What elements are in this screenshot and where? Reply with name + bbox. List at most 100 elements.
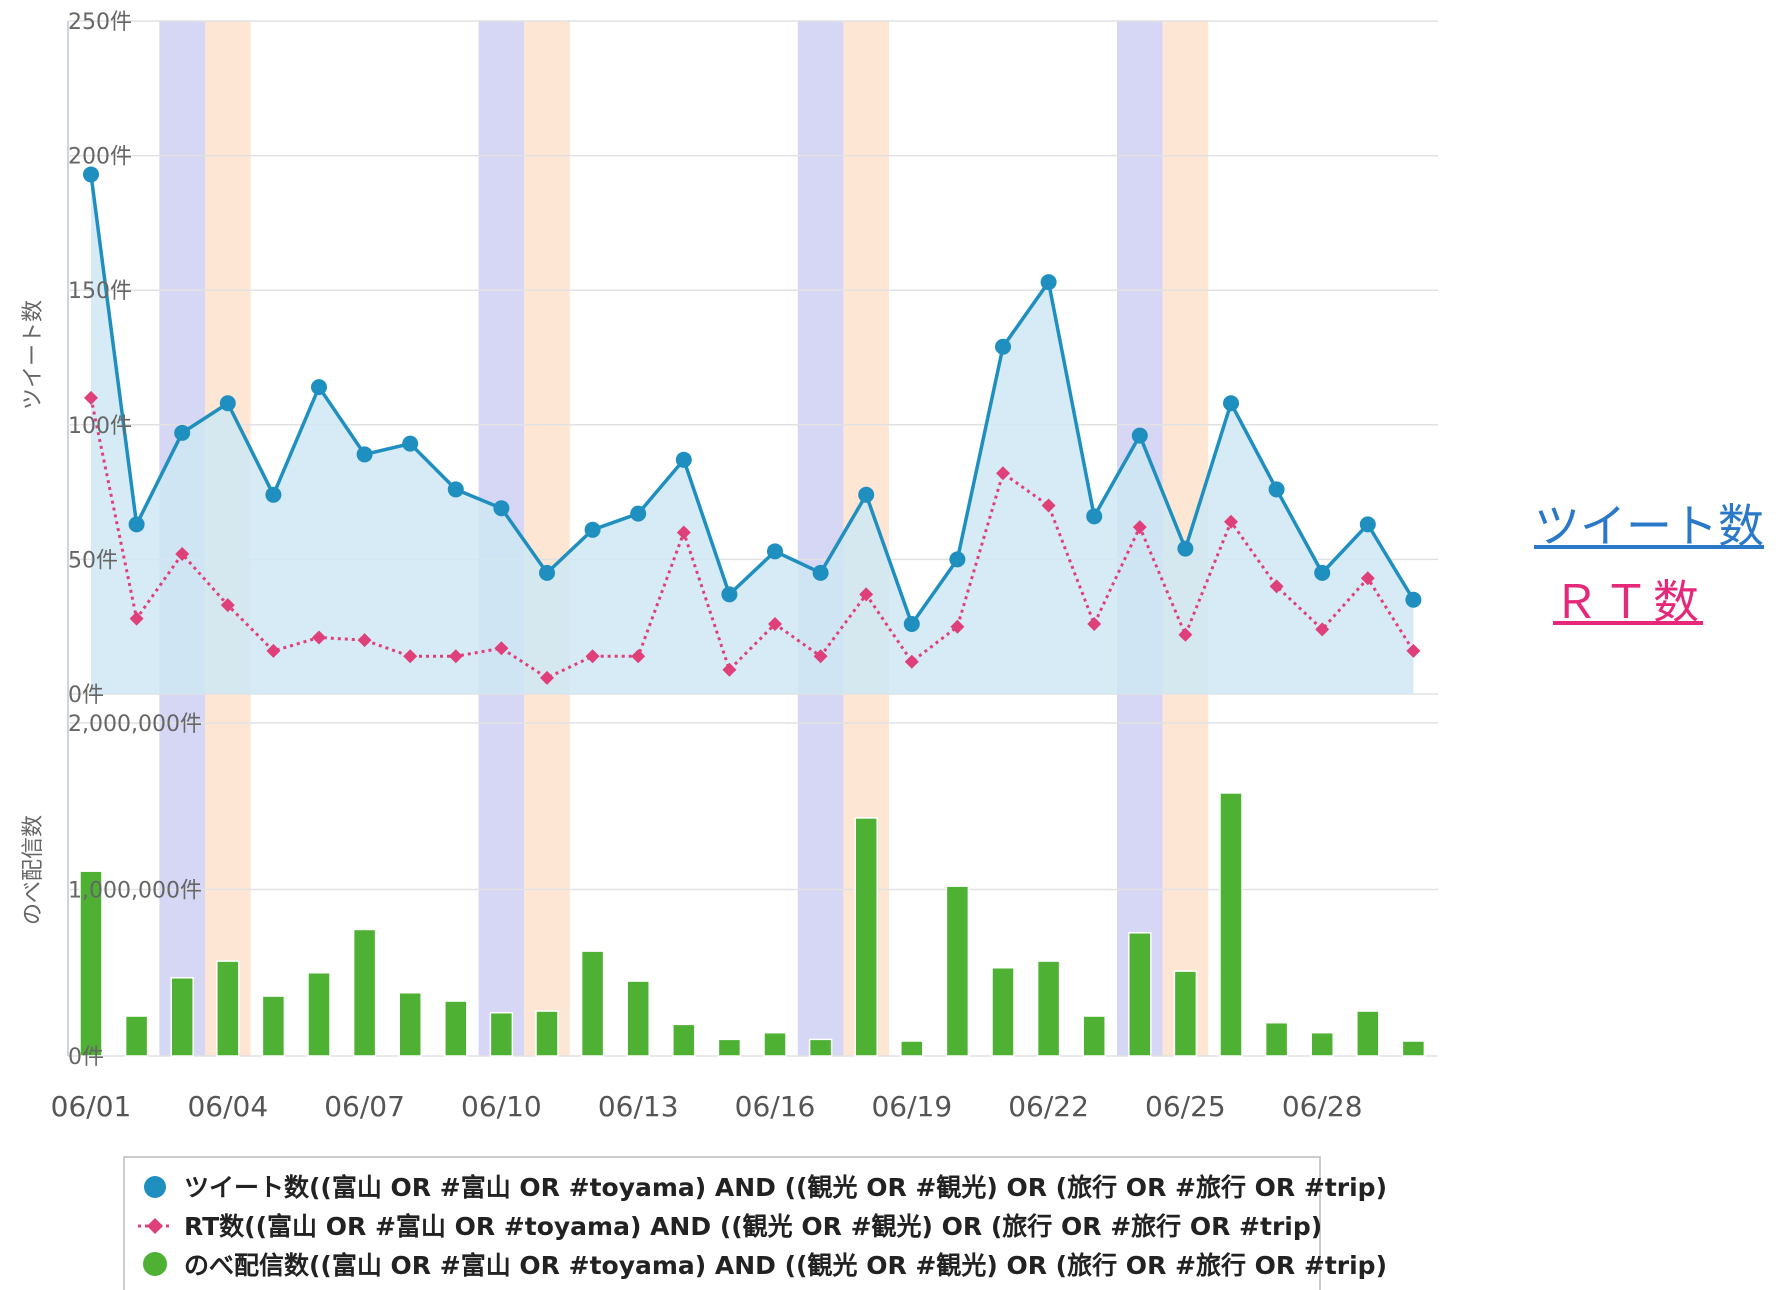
x-tick-label: 06/07 (324, 1090, 405, 1123)
delivery-bar (991, 967, 1015, 1057)
delivery-bar (307, 972, 331, 1057)
rt-point (813, 649, 828, 664)
legend-item-rt[interactable]: RT数((富山 OR #富山 OR #toyama) AND ((観光 OR #… (138, 1212, 1322, 1241)
rt-point (494, 641, 509, 656)
rt-point (220, 598, 235, 613)
rt-point (1360, 571, 1375, 586)
tweet-point (265, 486, 282, 503)
tweet-point (539, 564, 555, 581)
tweet-line (89, 174, 1415, 628)
rt-point (904, 654, 919, 669)
rt-point (403, 649, 418, 664)
delivery-bar (1356, 1010, 1380, 1057)
delivery-bar (124, 1015, 149, 1057)
tweet-point (128, 516, 145, 533)
delivery-bar (1036, 960, 1061, 1057)
delivery-bar (444, 1000, 468, 1057)
delivery-bar (489, 1011, 514, 1057)
tweet-point (1405, 591, 1422, 608)
rt-line (89, 397, 1415, 680)
tweet-point (767, 543, 783, 560)
tweet-point (721, 586, 738, 603)
rt-point (357, 633, 372, 648)
bottom-y-tick-label: 0件 (68, 1045, 104, 1070)
tweet-point (174, 424, 191, 441)
top-y-tick-label: 250件 (68, 10, 132, 35)
top-y-tick-label: 100件 (68, 414, 132, 439)
delivery-bar (1401, 1040, 1426, 1057)
rt-point (1178, 627, 1193, 642)
tweet-point (949, 551, 966, 568)
legend-label-tweets: ツイート数((富山 OR #富山 OR #toyama) AND ((観光 OR… (184, 1173, 1387, 1202)
tweet-point (83, 166, 99, 183)
rt-point (84, 390, 98, 405)
rt-point (768, 617, 782, 632)
legend-item-tweets[interactable]: ツイート数((富山 OR #富山 OR #toyama) AND ((観光 OR… (144, 1173, 1387, 1202)
delivery-bar (1310, 1031, 1334, 1057)
axis-ticks: 0件 50件 100件 150件 200件 250件 0件 1,000,000件 2,000,0… (51, 10, 1363, 1123)
tweet-point (1268, 481, 1285, 498)
tweet-point (1131, 427, 1148, 444)
tweet-point (584, 521, 601, 538)
delivery-bar (1173, 970, 1198, 1057)
rt-point (1315, 622, 1330, 637)
delivery-bar (352, 928, 377, 1057)
rt-point (266, 643, 281, 658)
delivery-bar (763, 1031, 787, 1057)
delivery-bar (1264, 1021, 1289, 1057)
rt-count-link[interactable]: ＲＴ数 (1553, 575, 1703, 629)
series-lines (89, 174, 1415, 680)
tweet-point (812, 564, 829, 581)
delivery-bar (945, 885, 970, 1057)
tweet-point (1314, 564, 1331, 581)
rt-point (448, 649, 463, 664)
delivery-bar (808, 1038, 833, 1057)
legend-label-rt: RT数((富山 OR #富山 OR #toyama) AND ((観光 OR #… (184, 1212, 1322, 1241)
delivery-bars (79, 792, 1426, 1057)
rt-point (631, 649, 646, 664)
delivery-bar (216, 960, 240, 1057)
delivery-bar (900, 1040, 924, 1057)
legend: ツイート数((富山 OR #富山 OR #toyama) AND ((観光 OR… (123, 1156, 1387, 1290)
delivery-bar (854, 817, 878, 1057)
tweet-point (903, 616, 920, 633)
rt-point (676, 525, 691, 540)
tweet-area (91, 174, 1414, 695)
delivery-bar (672, 1023, 696, 1057)
tweet-point (1177, 540, 1194, 557)
legend-marker-rt (147, 1218, 163, 1234)
top-y-tick-label: 50件 (68, 548, 118, 573)
tweet-point (1359, 516, 1376, 533)
delivery-bar (717, 1038, 742, 1057)
legend-item-delivery[interactable]: のべ配信数((富山 OR #富山 OR #toyama) AND ((観光 OR… (143, 1251, 1387, 1280)
top-y-tick-label: 0件 (68, 683, 104, 708)
delivery-bar (535, 1010, 559, 1057)
bottom-y-axis-title: のべ配信数 (21, 815, 46, 925)
delivery-bar (626, 980, 650, 1057)
rt-point (996, 466, 1010, 481)
tweet-point (356, 446, 373, 463)
tweet-point (493, 500, 510, 517)
top-y-tick-label: 150件 (68, 279, 132, 304)
delivery-bar (1219, 792, 1243, 1057)
x-tick-label: 06/01 (51, 1090, 132, 1123)
x-tick-label: 06/13 (598, 1090, 679, 1123)
rt-point (1406, 643, 1421, 658)
x-tick-label: 06/19 (871, 1090, 952, 1123)
legend-box (123, 1156, 1321, 1290)
rt-point (312, 630, 326, 645)
tweet-count-link[interactable]: ツイート数 (1534, 499, 1764, 553)
delivery-bar (398, 991, 422, 1057)
rt-point (1041, 498, 1056, 513)
tweet-point (219, 395, 236, 412)
delivery-bar (261, 995, 286, 1057)
rt-point (1087, 617, 1102, 632)
series-markers (83, 166, 1422, 685)
bottom-y-tick-label: 1,000,000件 (68, 879, 202, 904)
sunday-band (524, 21, 570, 1056)
rt-point (950, 619, 965, 634)
rt-point (859, 587, 874, 602)
rt-point (175, 547, 190, 562)
rt-point (722, 662, 737, 677)
